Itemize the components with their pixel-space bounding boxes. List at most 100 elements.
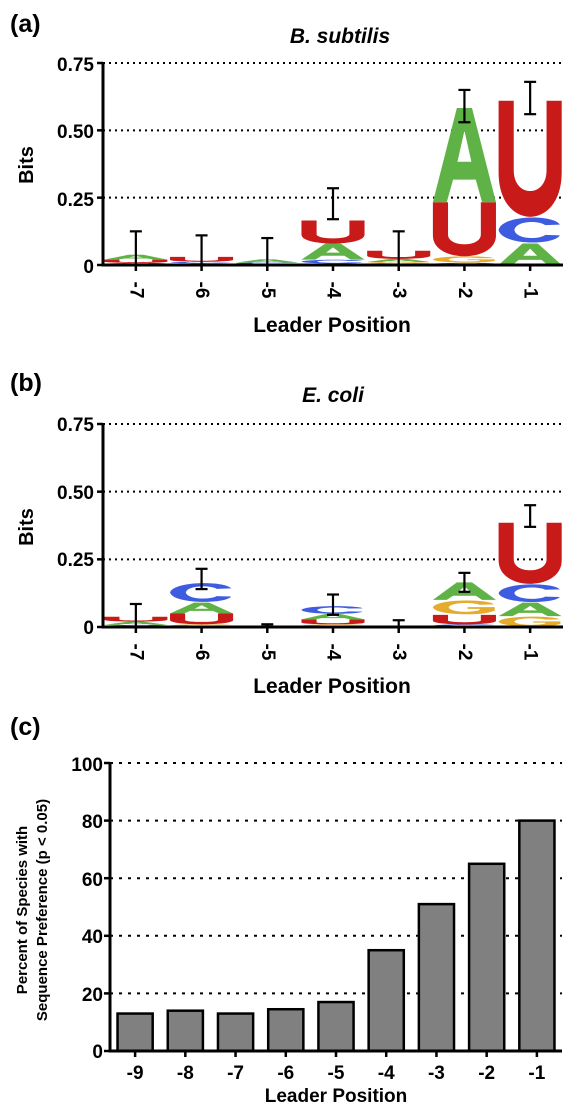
x-tick-label-8: -1 bbox=[528, 1063, 545, 1084]
logo-letter-a-pos-2-2 bbox=[235, 259, 299, 263]
logo-letter-g-pos-5-2-bar bbox=[467, 607, 495, 612]
bar-1 bbox=[166, 1009, 205, 1053]
panel-a-title: B. subtilis bbox=[290, 25, 390, 48]
x-tick-label-2: -5 bbox=[257, 282, 278, 299]
panel-b-ytick-3: 0.75 bbox=[57, 415, 94, 436]
logo-letter-g-pos-5-1 bbox=[432, 256, 495, 263]
x-tick-label-5: -2 bbox=[454, 282, 475, 299]
logo-letter-c-pos-6-2 bbox=[498, 584, 560, 602]
logo-letter-a-pos-5-3 bbox=[432, 582, 496, 600]
logo-letter-c-pos-3-3 bbox=[301, 606, 363, 614]
panel-b-ytick-0: 0 bbox=[83, 618, 94, 639]
logo-letter-c-pos-6-1 bbox=[498, 217, 560, 243]
bar-4 bbox=[317, 1000, 355, 1053]
bar-2 bbox=[216, 1012, 255, 1053]
logo-letter-u-pos-1-1 bbox=[170, 613, 234, 625]
panel-b-axes bbox=[97, 422, 563, 633]
logo-letter-a-pos-0-2 bbox=[104, 254, 168, 260]
panel-c: (c) Percent of Species with Sequence Pre… bbox=[10, 713, 562, 1107]
logo-letter-g-pos-6-0 bbox=[498, 616, 560, 627]
logo-letter-u-pos-0-1 bbox=[104, 259, 168, 263]
panel-c-label: (c) bbox=[10, 713, 41, 741]
logo-letter-u-pos-6-2 bbox=[498, 100, 562, 217]
panel-c-ytick-1: 20 bbox=[82, 985, 103, 1006]
panel-c-ytick-3: 60 bbox=[82, 870, 103, 891]
panel-b-x-ticks: -7 -6 -5 -4 -3 -2 -1 bbox=[125, 644, 540, 661]
panel-b-title: E. coli bbox=[302, 384, 365, 407]
logo-letter-u-pos-0-2 bbox=[104, 616, 168, 622]
logo-letter-a-pos-3-2 bbox=[301, 614, 365, 620]
logo-letter-g-pos-4-1 bbox=[367, 262, 429, 264]
panel-c-gridlines bbox=[110, 762, 562, 995]
x-tick-label-3: -6 bbox=[277, 1063, 294, 1084]
x-tick-label-4: -3 bbox=[388, 282, 409, 299]
x-tick-label-5: -4 bbox=[378, 1063, 395, 1084]
panel-a-label: (a) bbox=[10, 10, 41, 38]
panel-c-ylabel-line-1: Percent of Species with bbox=[14, 826, 31, 994]
bar-7 bbox=[467, 862, 506, 1053]
panel-b-ylabel: Bits bbox=[16, 508, 38, 546]
x-tick-label-0: -9 bbox=[127, 1063, 144, 1084]
panel-c-xlabel: Leader Position bbox=[265, 1086, 408, 1107]
panel-a-ytick-3: 0.75 bbox=[57, 55, 94, 76]
logo-letter-c-pos-1-1 bbox=[170, 261, 232, 264]
logo-letter-a-pos-3-2 bbox=[301, 243, 365, 260]
logo-letter-u-pos-4-3 bbox=[367, 250, 431, 259]
panel-a-error-bars bbox=[129, 80, 537, 265]
panel-a-logo-stacks bbox=[104, 100, 562, 265]
panel-c-ytick-0: 0 bbox=[92, 1042, 103, 1063]
panel-c-ytick-4: 80 bbox=[82, 812, 103, 833]
x-tick-label-7: -2 bbox=[478, 1063, 495, 1084]
logo-letter-c-pos-1-3 bbox=[170, 583, 232, 602]
x-tick-label-2: -7 bbox=[227, 1063, 244, 1084]
panel-a-gridlines bbox=[103, 62, 563, 199]
panel-a-ytick-0: 0 bbox=[83, 257, 94, 278]
panel-c-ylabel-line-2: Sequence Preference (p < 0.05) bbox=[34, 799, 51, 1021]
bar-6 bbox=[417, 902, 456, 1053]
bar-5 bbox=[367, 948, 406, 1053]
logo-letter-a-pos-0-1 bbox=[104, 621, 168, 625]
logo-letter-u-pos-1-2 bbox=[170, 256, 234, 262]
logo-letter-g-pos-5-2 bbox=[432, 600, 495, 615]
panel-a-x-ticks: -7 -6 -5 -4 -3 -2 -1 bbox=[125, 282, 540, 299]
x-tick-label-0: -7 bbox=[125, 644, 146, 661]
panel-a: (a) B. subtilis Bits 0 0.25 0.50 0.75 -7… bbox=[10, 10, 563, 337]
panel-b-label: (b) bbox=[10, 369, 42, 397]
logo-letter-g-pos-5-1-bar bbox=[467, 259, 495, 262]
panel-c-x-ticks: -9 -8 -7 -6 -5 -4 -3 -2 -1 bbox=[127, 1063, 546, 1084]
x-tick-label-1: -6 bbox=[191, 644, 212, 661]
panel-b-xlabel: Leader Position bbox=[253, 675, 411, 698]
panel-c-ytick-2: 40 bbox=[82, 927, 103, 948]
x-tick-label-4: -3 bbox=[388, 644, 409, 661]
x-tick-label-4: -5 bbox=[328, 1063, 345, 1084]
bar-0 bbox=[116, 1012, 154, 1053]
panel-c-bars bbox=[116, 819, 556, 1053]
panel-b-gridlines bbox=[103, 423, 563, 561]
panel-a-axes bbox=[97, 61, 563, 271]
x-tick-label-6: -1 bbox=[520, 282, 541, 299]
x-tick-label-3: -4 bbox=[323, 282, 344, 299]
panel-a-xlabel: Leader Position bbox=[253, 314, 411, 337]
logo-letter-a-pos-6-0 bbox=[498, 243, 562, 265]
logo-letter-u-pos-3-3 bbox=[301, 220, 365, 244]
x-tick-label-5: -2 bbox=[454, 644, 475, 661]
logo-letter-u-pos-5-2 bbox=[432, 202, 496, 257]
panel-c-axes bbox=[104, 761, 562, 1057]
logo-letter-u-pos-5-1 bbox=[432, 614, 496, 625]
x-tick-label-1: -6 bbox=[191, 282, 212, 299]
logo-letter-c-pos-3-1 bbox=[301, 259, 363, 264]
logo-letter-u-pos-6-3 bbox=[498, 522, 562, 584]
panel-b-ytick-2: 0.50 bbox=[57, 483, 94, 504]
logo-letter-g-pos-6-0-bar bbox=[533, 621, 561, 625]
logo-letter-a-pos-5-3 bbox=[432, 107, 496, 203]
logo-letter-a-pos-6-1 bbox=[498, 602, 562, 617]
panel-b-ytick-1: 0.25 bbox=[57, 550, 94, 571]
x-tick-label-6: -3 bbox=[428, 1063, 445, 1084]
panel-c-ytick-5: 100 bbox=[71, 755, 103, 776]
bar-8 bbox=[518, 819, 556, 1053]
panel-a-ytick-1: 0.25 bbox=[57, 190, 94, 211]
x-tick-label-0: -7 bbox=[125, 282, 146, 299]
panel-a-ytick-2: 0.50 bbox=[57, 122, 94, 143]
x-tick-label-6: -1 bbox=[520, 644, 541, 661]
